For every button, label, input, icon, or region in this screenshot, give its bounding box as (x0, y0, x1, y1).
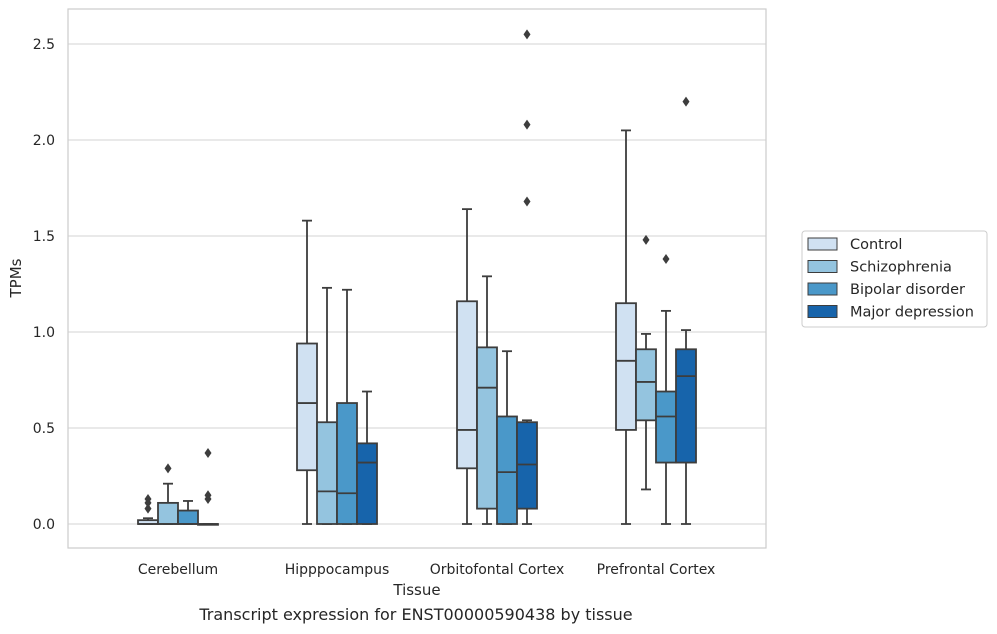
box-iqr (356, 442, 378, 525)
gridlines (68, 43, 766, 525)
y-tick-label: 2.0 (33, 133, 55, 149)
outlier-point (144, 503, 152, 514)
box-iqr (675, 348, 697, 464)
box-iqr (655, 390, 677, 464)
box-0-0 (137, 494, 159, 525)
box-3-0 (197, 447, 219, 526)
x-tick-label: Prefrontal Cortex (597, 562, 716, 578)
box-1-1 (316, 286, 338, 525)
box-iqr (615, 302, 637, 431)
legend-label: Major depression (850, 305, 974, 321)
legend: Control Schizophrenia Bipolar disorder Majo… (801, 230, 988, 328)
box-0-3 (615, 129, 637, 525)
boxes (137, 29, 697, 526)
box-iqr (296, 342, 318, 472)
box-1-3 (635, 234, 657, 491)
legend-label: Control (850, 237, 902, 253)
box-3-1 (356, 390, 378, 525)
box-2-0 (177, 500, 199, 525)
box-iqr (456, 300, 478, 470)
box-iqr (177, 509, 199, 525)
outlier-point (144, 494, 152, 505)
y-tick-labels: 0.0 0.5 1.0 1.5 2.0 2.5 (33, 37, 55, 533)
legend-swatch (807, 305, 838, 318)
legend-frame (801, 230, 988, 328)
outlier-point (662, 254, 670, 265)
outlier-point (204, 490, 212, 501)
box-iqr (635, 348, 657, 422)
plot-frame (67, 8, 767, 549)
x-tick-label: Cerebellum (138, 562, 218, 578)
legend-swatch (807, 237, 838, 251)
legend-label: Schizophrenia (850, 260, 952, 276)
x-tick-label: Hipppocampus (285, 562, 390, 578)
y-axis-label: TPMs (7, 258, 25, 298)
outlier-point (523, 29, 531, 40)
box-iqr (516, 421, 538, 510)
box-1-2 (476, 275, 498, 525)
box-0-1 (296, 219, 318, 525)
box-3-3 (675, 96, 697, 525)
outlier-point (164, 463, 172, 474)
box-iqr (157, 501, 179, 525)
box-iqr (336, 402, 358, 525)
x-axis-label: Tissue (392, 581, 440, 599)
outlier-point (523, 119, 531, 130)
box-3-2 (516, 29, 538, 525)
box-2-1 (336, 288, 358, 525)
box-2-3 (655, 254, 677, 525)
y-tick-label: 2.5 (33, 37, 55, 53)
y-tick-label: 1.0 (33, 325, 55, 341)
outlier-point (642, 234, 650, 245)
outlier-point (682, 96, 690, 107)
legend-swatch (807, 282, 838, 296)
y-tick-label: 0.0 (33, 517, 55, 533)
outlier-point (204, 447, 212, 458)
legend-swatch (807, 260, 838, 273)
box-iqr (496, 415, 518, 525)
box-0-2 (456, 208, 478, 525)
box-iqr (476, 346, 498, 510)
legend-label: Bipolar disorder (850, 282, 965, 298)
x-tick-label: Orbitofontal Cortex (430, 562, 565, 578)
x-tick-labels: Cerebellum Hipppocampus Orbitofontal Corte… (138, 562, 715, 578)
box-iqr (316, 421, 338, 525)
outlier-point (523, 196, 531, 207)
figure-caption: Transcript expression for ENST0000059043… (199, 605, 633, 624)
box-1-0 (157, 463, 179, 525)
y-tick-label: 1.5 (33, 229, 55, 245)
y-tick-label: 0.5 (33, 421, 55, 437)
box-2-2 (496, 350, 518, 525)
